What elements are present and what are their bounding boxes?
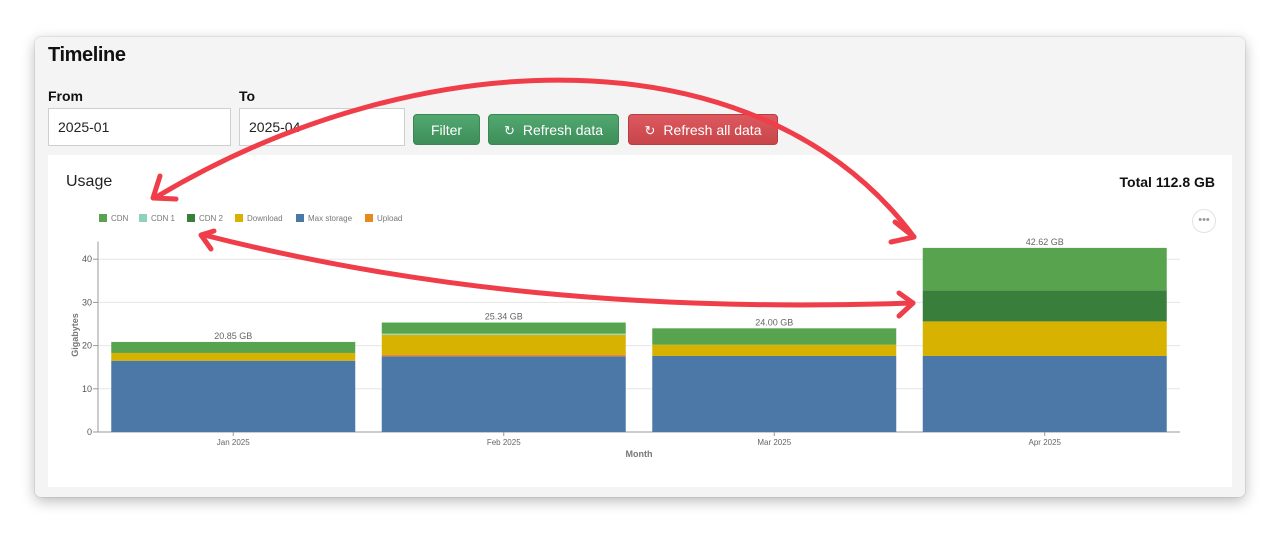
x-tick-label: Apr 2025 [1029, 438, 1062, 447]
legend-label: CDN 1 [151, 214, 176, 223]
arrow-head-bottom-left [198, 228, 217, 252]
bar-total-label: 20.85 GB [214, 331, 252, 341]
legend-swatch [365, 214, 373, 222]
bar-segment-cdn-2 [922, 290, 1167, 322]
legend-label: Max storage [308, 214, 353, 223]
bar-total-label: 24.00 GB [755, 317, 793, 327]
y-tick-label: 30 [82, 297, 92, 307]
legend-swatch [99, 214, 107, 222]
to-label: To [239, 88, 256, 104]
bar-segment-max-storage [111, 360, 356, 432]
filter-button-label: Filter [430, 122, 463, 138]
y-tick-label: 20 [82, 341, 92, 351]
ellipsis-icon[interactable]: ••• [1192, 209, 1216, 233]
chart-bars [111, 247, 1167, 432]
refresh-data-label: Refresh data [522, 122, 604, 138]
bar-segment-max-storage [652, 355, 897, 432]
bar-segment-cdn [652, 328, 897, 345]
bar-segment-download [652, 344, 897, 356]
annotation-arrow-top [155, 77, 917, 240]
x-tick-label: Feb 2025 [487, 438, 521, 447]
bar-segment-cdn [111, 341, 356, 353]
bar-total-label: 25.34 GB [485, 312, 523, 322]
filter-button[interactable]: Filter [413, 114, 480, 145]
legend-swatch [296, 214, 304, 222]
chart-labels: 0 10 20 30 40 20.85 GB Jan 2025 25.34 GB Feb 202… [70, 237, 1064, 459]
arrow-head-bottom-right [896, 290, 916, 319]
refresh-icon: ↻ [503, 123, 515, 138]
x-tick-label: Jan 2025 [217, 438, 250, 447]
page-title: Timeline [48, 44, 126, 66]
legend-label: Download [247, 214, 283, 223]
bar-segment-download [922, 321, 1167, 356]
bar-segment-cdn-1 [381, 333, 626, 335]
legend-label: Upload [377, 214, 402, 223]
legend-label: CDN [111, 214, 129, 223]
refresh-data-button[interactable]: ↻ Refresh data [488, 114, 619, 145]
arrow-head-top-right [888, 219, 917, 245]
legend-swatch [235, 214, 243, 222]
x-tick-label: Mar 2025 [757, 438, 791, 447]
usage-total: Total 112.8 GB [1119, 174, 1215, 190]
bar-segment-cdn [922, 247, 1167, 291]
bar-segment-cdn [381, 322, 626, 334]
legend-swatch [187, 214, 195, 222]
bar-segment-download [111, 352, 356, 361]
from-input[interactable]: 2025-01 [48, 108, 231, 146]
usage-title: Usage [66, 173, 113, 190]
annotation-arrow-bottom [201, 232, 916, 308]
y-tick-label: 10 [82, 384, 92, 394]
legend-swatch [139, 214, 147, 222]
y-tick-label: 0 [87, 427, 92, 437]
refresh-all-data-label: Refresh all data [663, 122, 762, 138]
chart-legend[interactable]: CDN CDN 1 CDN 2 Download Max storage Upload [99, 214, 402, 223]
bar-segment-download [381, 334, 626, 355]
arrow-head-top-left [150, 173, 179, 202]
bar-segment-max-storage [381, 356, 626, 432]
refresh-all-data-button[interactable]: ↻ Refresh all data [628, 114, 778, 145]
bar-segment-max-storage [922, 355, 1167, 432]
x-axis-title: Month [626, 449, 653, 459]
legend-label: CDN 2 [199, 214, 224, 223]
annotation-arrows [150, 77, 917, 319]
bar-total-label: 42.62 GB [1026, 237, 1064, 247]
y-tick-label: 40 [82, 254, 92, 264]
refresh-all-icon: ↻ [644, 123, 656, 138]
y-axis-title: Gigabytes [70, 313, 80, 357]
from-label: From [48, 88, 83, 104]
bar-segment-upload [381, 354, 626, 357]
